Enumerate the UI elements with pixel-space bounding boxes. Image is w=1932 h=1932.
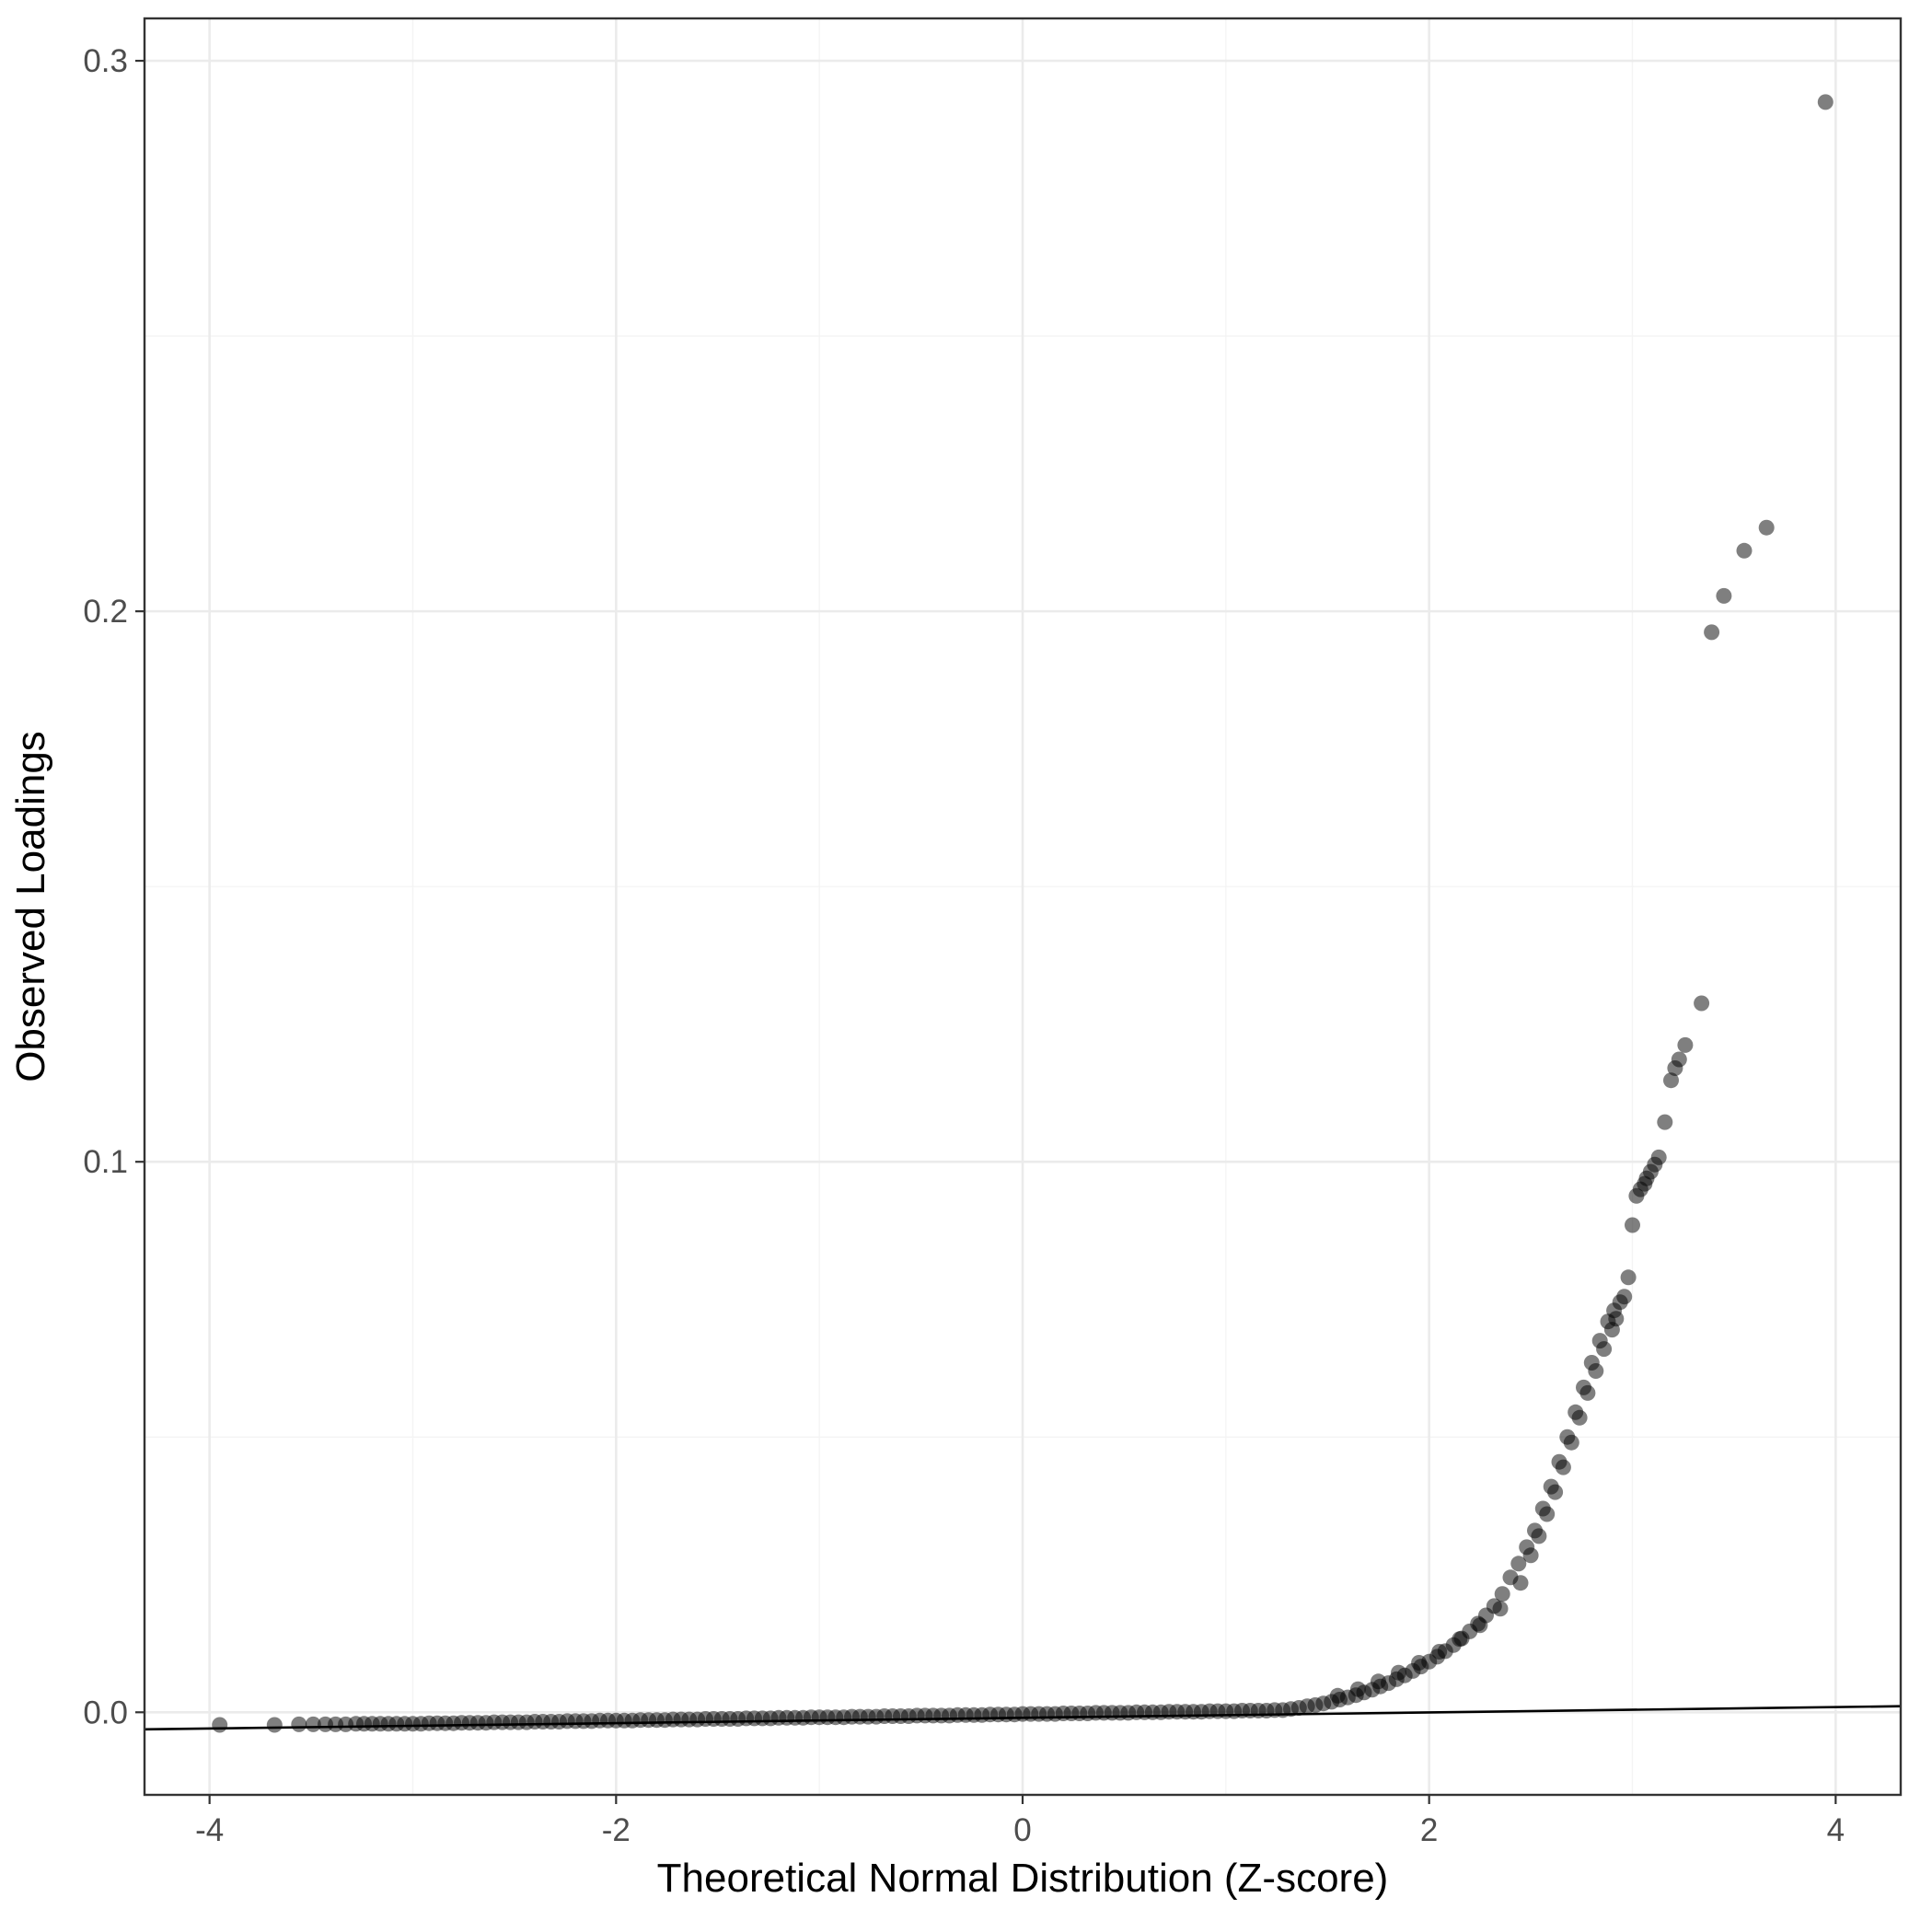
data-point bbox=[1694, 995, 1710, 1012]
x-tick-label: 2 bbox=[1420, 1812, 1438, 1848]
y-tick-label: 0.1 bbox=[83, 1144, 128, 1180]
data-point bbox=[1657, 1114, 1673, 1130]
data-point bbox=[1596, 1341, 1613, 1358]
major-gridlines bbox=[145, 18, 1901, 1795]
data-point bbox=[1817, 94, 1834, 110]
x-axis-title: Theoretical Normal Distribution (Z-score… bbox=[657, 1856, 1389, 1901]
x-tick-label: -2 bbox=[602, 1812, 631, 1848]
data-point bbox=[1758, 519, 1775, 536]
data-point bbox=[1492, 1601, 1509, 1617]
y-axis: 0.0 0.1 0.2 0.3 bbox=[83, 43, 145, 1730]
x-axis: -4 -2 0 2 4 bbox=[195, 1795, 1845, 1848]
data-point bbox=[1349, 1681, 1366, 1697]
data-point bbox=[1588, 1363, 1604, 1379]
data-point bbox=[1547, 1484, 1564, 1500]
data-point bbox=[1452, 1631, 1468, 1648]
data-point bbox=[1531, 1528, 1547, 1544]
y-tick-label: 0.2 bbox=[83, 594, 128, 630]
data-point bbox=[1329, 1687, 1346, 1704]
data-point bbox=[1510, 1556, 1527, 1572]
data-point bbox=[1650, 1149, 1667, 1165]
x-tick-label: -4 bbox=[195, 1812, 224, 1848]
data-point bbox=[1371, 1673, 1386, 1690]
data-point bbox=[1431, 1644, 1448, 1660]
data-point bbox=[1522, 1547, 1539, 1564]
data-point bbox=[1411, 1655, 1428, 1671]
data-point bbox=[1512, 1575, 1529, 1591]
data-point bbox=[1625, 1217, 1640, 1233]
y-tick-label: 0.0 bbox=[83, 1695, 128, 1730]
data-point bbox=[1494, 1586, 1510, 1602]
data-point bbox=[1563, 1434, 1579, 1451]
data-point bbox=[1571, 1409, 1588, 1426]
data-point bbox=[1671, 1051, 1687, 1068]
data-point bbox=[1620, 1269, 1637, 1286]
reference-line bbox=[144, 1705, 1902, 1731]
data-point bbox=[1391, 1664, 1406, 1681]
data-point bbox=[1555, 1459, 1571, 1475]
data-point bbox=[1539, 1506, 1556, 1522]
data-point bbox=[1608, 1311, 1625, 1327]
data-point bbox=[1472, 1617, 1488, 1634]
y-axis-title: Observed Loadings bbox=[8, 731, 53, 1082]
data-point bbox=[1663, 1072, 1679, 1089]
data-point bbox=[291, 1716, 307, 1732]
data-point bbox=[1677, 1036, 1694, 1053]
x-tick-label: 0 bbox=[1013, 1812, 1031, 1848]
y-tick-label: 0.3 bbox=[83, 43, 128, 79]
data-point bbox=[1579, 1384, 1596, 1401]
data-point bbox=[266, 1717, 283, 1733]
data-point bbox=[1704, 624, 1720, 641]
data-point bbox=[212, 1717, 228, 1733]
x-tick-label: 4 bbox=[1827, 1812, 1845, 1848]
data-point bbox=[1716, 587, 1732, 604]
data-point bbox=[1616, 1289, 1633, 1305]
data-point bbox=[1736, 542, 1753, 559]
